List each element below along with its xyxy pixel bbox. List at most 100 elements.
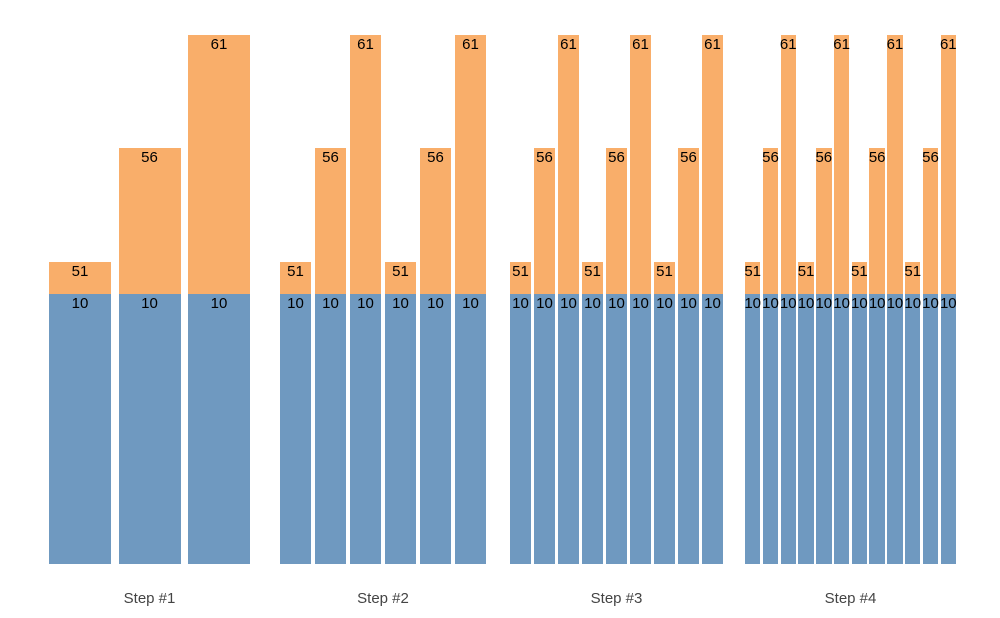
bar-group-step-2: 51 10 56 10 61 10 51 10 56 10 61 10 bbox=[280, 35, 486, 564]
bar-step4-7: 51 10 bbox=[851, 262, 868, 564]
bar-base-value-label: 10 bbox=[287, 295, 304, 312]
bar-step3-2: 56 10 bbox=[534, 148, 555, 564]
bar-base-segment: 10 bbox=[744, 294, 762, 564]
bar-step3-1: 51 10 bbox=[510, 262, 531, 564]
bar-total-value-label: 51 bbox=[392, 263, 409, 280]
bar-group-step-3: 51 10 56 10 61 10 51 10 56 10 61 10 51 10 56 10 61 10 bbox=[510, 35, 723, 564]
bar-base-segment: 10 bbox=[385, 294, 416, 564]
x-axis-label-step-2: Step #2 bbox=[357, 590, 409, 607]
bar-base-value-label: 10 bbox=[922, 295, 939, 312]
x-axis-label-step-1: Step #1 bbox=[123, 590, 176, 607]
bar-total-value-label: 61 bbox=[560, 36, 577, 53]
bar-base-segment: 10 bbox=[558, 294, 579, 564]
bar-total-value-label: 61 bbox=[210, 36, 228, 53]
bar-total-value-label: 51 bbox=[71, 263, 89, 280]
bar-base-segment: 10 bbox=[582, 294, 603, 564]
bar-step1-2: 56 10 bbox=[118, 148, 181, 564]
bar-total-value-label: 61 bbox=[779, 36, 797, 53]
bar-base-segment: 10 bbox=[606, 294, 627, 564]
bar-total-value-label: 56 bbox=[680, 149, 697, 166]
bar-base-segment: 10 bbox=[49, 294, 111, 564]
bar-group-step-4: 51 10 56 10 61 10 51 10 56 10 61 10 51 10 56 10 61 10 51 10… bbox=[744, 35, 957, 564]
bar-total-value-label: 51 bbox=[584, 263, 601, 280]
bar-step1-1: 51 10 bbox=[49, 262, 111, 564]
bar-base-segment: 10 bbox=[815, 294, 833, 564]
bar-base-segment: 10 bbox=[315, 294, 346, 564]
bar-total-value-label: 61 bbox=[833, 36, 850, 53]
bar-total-value-label: 51 bbox=[656, 263, 673, 280]
bar-base-value-label: 10 bbox=[427, 295, 444, 312]
bar-step2-6: 61 10 bbox=[455, 35, 486, 564]
bar-base-segment: 10 bbox=[868, 294, 886, 564]
bar-base-value-label: 10 bbox=[797, 295, 815, 312]
bar-base-value-label: 10 bbox=[939, 295, 957, 312]
bar-base-value-label: 10 bbox=[744, 295, 762, 312]
bar-total-value-label: 61 bbox=[939, 36, 957, 53]
bar-base-value-label: 10 bbox=[536, 295, 553, 312]
bar-step3-3: 61 10 bbox=[558, 35, 579, 564]
bar-base-value-label: 10 bbox=[833, 295, 850, 312]
bar-total-value-label: 61 bbox=[632, 36, 649, 53]
bar-base-value-label: 10 bbox=[704, 295, 721, 312]
bar-total-value-label: 56 bbox=[762, 149, 779, 166]
bar-base-segment: 10 bbox=[702, 294, 723, 564]
bar-total-value-label: 51 bbox=[744, 263, 762, 280]
bar-base-value-label: 10 bbox=[868, 295, 886, 312]
bar-step4-11: 56 10 bbox=[922, 148, 939, 564]
bar-base-segment: 10 bbox=[886, 294, 904, 564]
bar-base-value-label: 10 bbox=[584, 295, 601, 312]
bar-base-value-label: 10 bbox=[322, 295, 339, 312]
bar-group-step-1: 51 10 56 10 61 10 bbox=[49, 35, 250, 564]
bar-step4-10: 51 10 bbox=[904, 262, 922, 564]
bar-total-value-label: 56 bbox=[815, 149, 833, 166]
bar-base-segment: 10 bbox=[350, 294, 381, 564]
bar-step3-8: 56 10 bbox=[678, 148, 699, 564]
bar-total-value-label: 51 bbox=[904, 263, 922, 280]
bar-step2-1: 51 10 bbox=[280, 262, 311, 564]
bar-base-segment: 10 bbox=[797, 294, 815, 564]
bar-base-segment: 10 bbox=[922, 294, 939, 564]
bar-base-segment: 10 bbox=[118, 294, 181, 564]
bar-base-value-label: 10 bbox=[608, 295, 625, 312]
bar-base-value-label: 10 bbox=[779, 295, 797, 312]
bar-total-value-label: 51 bbox=[512, 263, 529, 280]
bar-base-value-label: 10 bbox=[512, 295, 529, 312]
bar-base-segment: 10 bbox=[280, 294, 311, 564]
bar-total-value-label: 56 bbox=[536, 149, 553, 166]
bar-base-segment: 10 bbox=[779, 294, 797, 564]
bar-base-segment: 10 bbox=[904, 294, 921, 564]
bar-total-value-label: 56 bbox=[868, 149, 886, 166]
bar-step4-3: 61 10 bbox=[779, 35, 797, 564]
bar-step4-6: 61 10 bbox=[833, 35, 850, 564]
bar-base-segment: 10 bbox=[654, 294, 675, 564]
bar-base-value-label: 10 bbox=[462, 295, 479, 312]
bar-step3-9: 61 10 bbox=[702, 35, 723, 564]
bar-step4-4: 51 10 bbox=[797, 262, 815, 564]
bar-base-value-label: 10 bbox=[656, 295, 673, 312]
bar-base-value-label: 10 bbox=[357, 295, 374, 312]
bar-step4-9: 61 10 bbox=[886, 35, 904, 564]
bar-base-segment: 10 bbox=[420, 294, 451, 564]
bar-total-value-label: 61 bbox=[462, 36, 479, 53]
bar-base-segment: 10 bbox=[678, 294, 699, 564]
bar-base-value-label: 10 bbox=[210, 295, 228, 312]
bar-step4-2: 56 10 bbox=[762, 148, 779, 564]
bar-base-value-label: 10 bbox=[886, 295, 904, 312]
bar-base-value-label: 10 bbox=[680, 295, 697, 312]
x-axis-label-step-3: Step #3 bbox=[590, 590, 643, 607]
bar-step4-5: 56 10 bbox=[815, 148, 833, 564]
bar-total-value-label: 61 bbox=[357, 36, 374, 53]
x-axis-label-step-4: Step #4 bbox=[824, 590, 877, 607]
bar-total-value-label: 61 bbox=[886, 36, 904, 53]
bar-base-segment: 10 bbox=[630, 294, 651, 564]
bar-base-value-label: 10 bbox=[141, 295, 158, 312]
bar-total-value-label: 61 bbox=[704, 36, 721, 53]
bar-base-value-label: 10 bbox=[815, 295, 833, 312]
bar-total-value-label: 56 bbox=[322, 149, 339, 166]
bar-step3-7: 51 10 bbox=[654, 262, 675, 564]
bar-base-segment: 10 bbox=[939, 294, 957, 564]
bar-step4-1: 51 10 bbox=[744, 262, 762, 564]
bar-step4-12: 61 10 bbox=[939, 35, 957, 564]
bar-base-segment: 10 bbox=[762, 294, 779, 564]
